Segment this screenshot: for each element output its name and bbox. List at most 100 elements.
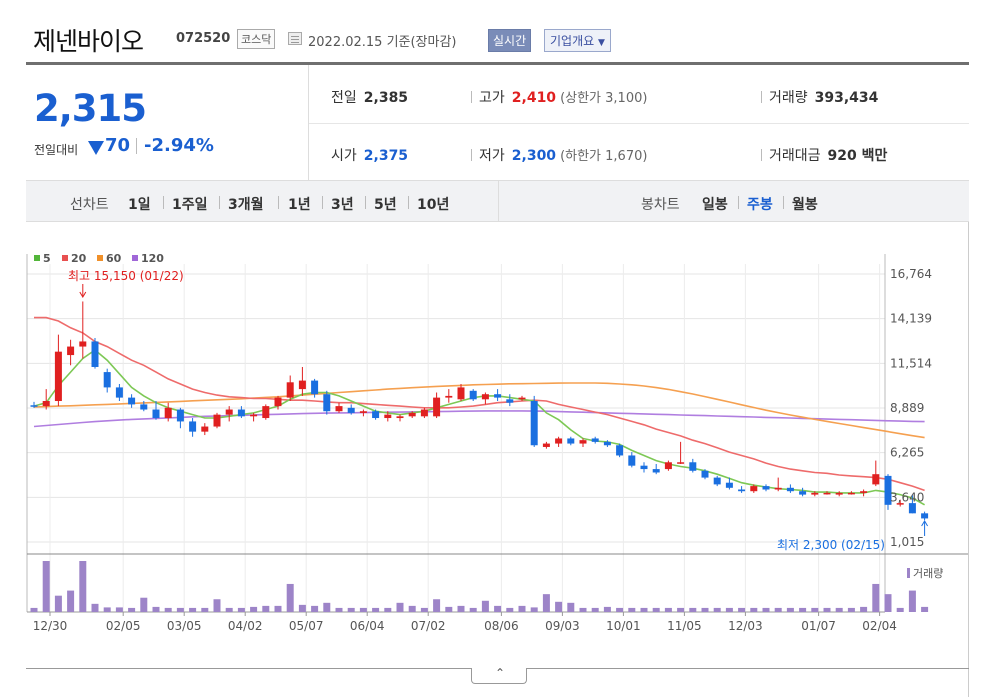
period-5y[interactable]: 5년 xyxy=(374,197,397,213)
volume-bar xyxy=(201,607,209,612)
volume-bar xyxy=(115,607,123,612)
candle-body xyxy=(506,399,514,403)
candle-body xyxy=(372,411,380,419)
divider xyxy=(783,196,784,209)
divider xyxy=(136,138,137,154)
volume-bar xyxy=(762,607,770,612)
volume-bar xyxy=(616,607,624,612)
company-info-label: 기업개요 xyxy=(550,34,595,48)
price-detail-panel: 전일 2,385 고가 2,410 (상한가 3,100) 거래량 393,434 시가… xyxy=(309,65,969,183)
x-tick-label: 09/03 xyxy=(545,619,580,633)
x-tick-label: 04/02 xyxy=(228,619,263,633)
low-arrow-head xyxy=(921,520,929,527)
candle-body xyxy=(616,445,624,456)
period-10y[interactable]: 10년 xyxy=(417,197,450,213)
company-info-button[interactable]: 기업개요 ▼ xyxy=(544,29,611,52)
volume-bar xyxy=(433,599,441,612)
candle-body xyxy=(164,407,172,419)
volume-bar xyxy=(311,605,319,612)
candle-body xyxy=(225,409,233,415)
ma5-line xyxy=(33,348,925,506)
candle-body xyxy=(908,503,916,514)
candle-body xyxy=(884,475,892,505)
volume-cell: 거래량 393,434 xyxy=(761,87,878,107)
high-cell: 고가 2,410 (상한가 3,100) xyxy=(471,87,647,107)
stock-header: 제넨바이오 072520 코스닥 2022.02.15 기준(장마감) 실시간 … xyxy=(0,0,982,62)
legend-swatch xyxy=(62,255,68,261)
period-3m[interactable]: 3개월 xyxy=(228,197,264,213)
candle-body xyxy=(420,409,428,417)
candle-body xyxy=(323,394,331,412)
divider xyxy=(278,196,279,209)
ma60-line xyxy=(33,382,925,439)
volume-bar xyxy=(555,601,563,612)
chevron-down-icon: ▼ xyxy=(598,38,605,48)
candle-weekly[interactable]: 주봉 xyxy=(747,197,773,213)
change-value: 70 xyxy=(105,135,131,156)
volume-bar xyxy=(884,594,892,612)
period-1y[interactable]: 1년 xyxy=(288,197,311,213)
y-tick-label: 14,139 xyxy=(890,312,932,326)
volume-legend-swatch xyxy=(907,568,910,578)
divider xyxy=(365,196,366,209)
volume-bar xyxy=(811,607,819,612)
x-tick-label: 01/07 xyxy=(801,619,836,633)
volume-bar xyxy=(628,607,636,612)
volume-bar xyxy=(140,597,148,612)
candle-body xyxy=(518,397,526,400)
candle-body xyxy=(274,397,282,407)
volume-bar xyxy=(542,594,550,612)
candle-body xyxy=(664,462,672,470)
legend-swatch xyxy=(97,255,103,261)
volume-bar xyxy=(579,607,587,612)
volume-bar xyxy=(823,607,831,612)
period-1d[interactable]: 1일 xyxy=(128,197,151,213)
volume-bar xyxy=(103,607,111,612)
legend-swatch xyxy=(34,255,40,261)
period-1w[interactable]: 1주일 xyxy=(172,197,208,213)
candle-body xyxy=(469,390,477,400)
divider xyxy=(219,196,220,209)
volume-bar xyxy=(213,599,221,612)
candle-body xyxy=(115,387,123,398)
candle-body xyxy=(542,443,550,447)
realtime-button[interactable]: 실시간 xyxy=(488,29,532,52)
volume-bar xyxy=(408,605,416,612)
volume-bar xyxy=(152,606,160,612)
low-label: 저가 xyxy=(479,148,505,164)
volume-label: 거래량 xyxy=(769,90,808,106)
volume-bar xyxy=(725,607,733,612)
volume-bar xyxy=(286,583,294,612)
candle-body xyxy=(79,341,87,347)
candle-body xyxy=(567,438,575,444)
x-tick-label: 12/03 xyxy=(728,619,763,633)
open-cell: 시가 2,375 xyxy=(331,145,408,165)
divider xyxy=(498,181,499,221)
collapse-button[interactable]: ⌃ xyxy=(471,666,527,684)
x-tick-label: 08/06 xyxy=(484,619,519,633)
volume-bar xyxy=(384,607,392,612)
candle-body xyxy=(128,397,136,405)
period-3y[interactable]: 3년 xyxy=(331,197,354,213)
prev-close-label: 전일 xyxy=(331,90,357,106)
candle-daily[interactable]: 일봉 xyxy=(702,197,728,213)
low-value: 2,300 xyxy=(511,148,557,164)
volume-bar xyxy=(481,600,489,612)
divider xyxy=(738,196,739,209)
candle-body xyxy=(481,394,489,400)
candle-monthly[interactable]: 월봉 xyxy=(792,197,818,213)
candle-body xyxy=(262,406,270,419)
amount-value: 920 백만 xyxy=(827,148,888,164)
x-tick-label: 11/05 xyxy=(667,619,702,633)
volume-bar xyxy=(335,607,343,612)
candle-body xyxy=(579,440,587,444)
candle-body xyxy=(286,382,294,398)
divider xyxy=(163,196,164,209)
amount-cell: 거래대금 920 백만 xyxy=(761,145,887,165)
candle-body xyxy=(347,407,355,413)
volume-bar xyxy=(896,607,904,612)
legend-label: 5 xyxy=(43,252,51,265)
lower-limit: (하한가 1,670) xyxy=(560,149,648,164)
market-badge: 코스닥 xyxy=(237,29,276,49)
x-tick-label: 07/02 xyxy=(411,619,446,633)
